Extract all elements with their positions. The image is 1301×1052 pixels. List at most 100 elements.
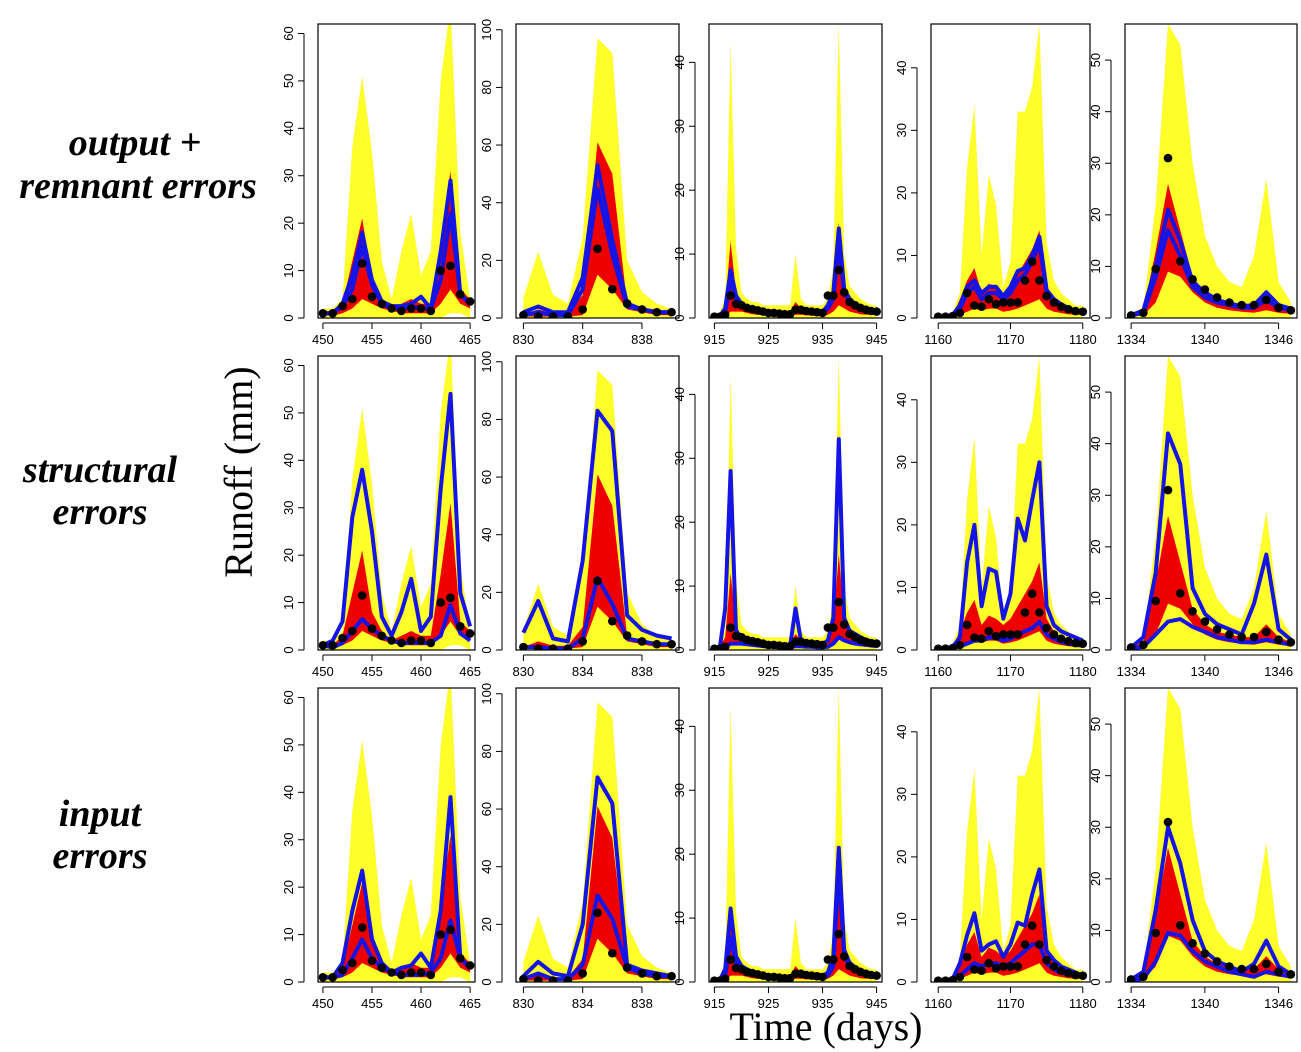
panel-frame-r1c3 <box>708 23 883 319</box>
plot-area-r1c5 <box>1126 24 1296 318</box>
observed-point-r2c5-11 <box>1249 632 1259 642</box>
plot-area-r3c4 <box>933 688 1088 982</box>
x-tick-label-r3c3-925: 925 <box>758 996 780 1011</box>
panel-frame-r3c5 <box>1124 687 1298 983</box>
panel-r3c2: 0 20 40 60 80 100 830 834 838 <box>479 683 680 1011</box>
plot-area-r2c4 <box>933 356 1088 650</box>
row-label-3: input errors <box>52 793 147 877</box>
x-tick-label-r1c4-1180: 1180 <box>1069 332 1097 347</box>
y-tick-label-r1c1-30: 30 <box>281 168 296 182</box>
y-tick-label-r1c1-0: 0 <box>281 314 296 321</box>
x-tick-label-r3c4-1160: 1160 <box>924 996 952 1011</box>
x-tick-label-r3c3-915: 915 <box>704 996 726 1011</box>
observed-point-r3c1-11 <box>416 968 426 977</box>
row-label-3-line-2: errors <box>52 835 147 877</box>
y-tick-label-r1c5-20: 20 <box>1088 208 1103 222</box>
observed-point-r2c5-10 <box>1237 632 1246 642</box>
observed-point-r3c4-12 <box>1013 962 1022 971</box>
inner-uncertainty-band-r1c2 <box>523 142 672 317</box>
panel-r3c5: 0 10 20 30 40 50 1334 1340 1346 <box>1088 687 1298 1011</box>
outer-uncertainty-band-r2c3 <box>714 356 877 650</box>
observed-point-r1c1-10 <box>406 304 416 313</box>
observed-point-r3c5-3 <box>1151 928 1160 938</box>
y-axis-r1c5: 0 10 20 30 40 50 <box>1088 53 1112 322</box>
outer-uncertainty-band-r1c3 <box>714 24 877 318</box>
x-tick-label-r2c3-915: 915 <box>704 664 726 679</box>
observed-point-r3c1-7 <box>377 963 387 973</box>
y-tick-label-r1c3-10: 10 <box>672 247 687 261</box>
inner-uncertainty-band-r1c1 <box>322 171 471 316</box>
x-axis-r2c2: 830 834 838 <box>513 654 653 679</box>
observed-point-r1c5-9 <box>1225 298 1234 307</box>
outer-uncertainty-band-r2c4 <box>938 356 1083 650</box>
observed-point-r1c5-5 <box>1176 257 1185 266</box>
panel-frame-r1c1 <box>317 23 476 319</box>
y-tick-label-r1c2-40: 40 <box>479 195 494 209</box>
observed-point-r3c1-8 <box>387 968 396 977</box>
observed-point-r3c4-4 <box>955 972 965 982</box>
y-tick-label-r1c5-30: 30 <box>1088 156 1103 170</box>
y-tick-label-r2c1-0: 0 <box>281 646 296 653</box>
y-tick-label-r2c1-50: 50 <box>281 406 296 420</box>
observed-point-r3c2-2 <box>533 976 543 982</box>
observed-point-r1c5-1 <box>1126 311 1136 318</box>
observed-point-r3c3-24 <box>834 929 844 939</box>
lower-bound-line-r3c2 <box>522 893 672 982</box>
panel-r2c2: 0 20 40 60 80 100 830 834 838 <box>479 351 680 679</box>
observed-point-r1c4-14 <box>1027 257 1037 267</box>
panel-frame-r1c4 <box>930 23 1091 319</box>
y-tick-label-r2c5-20: 20 <box>1088 540 1103 554</box>
observed-point-r2c4-13 <box>1020 608 1030 617</box>
inner-uncertainty-band-r3c5 <box>1131 847 1291 981</box>
y-tick-label-r2c5-0: 0 <box>1088 646 1103 653</box>
observed-point-r1c4-16 <box>1042 291 1051 301</box>
panel-r3c3: 0 10 20 30 40 915 925 935 945 <box>672 687 887 1011</box>
y-tick-label-r3c2-60: 60 <box>479 802 494 816</box>
x-tick-label-r2c3-945: 945 <box>866 664 888 679</box>
observed-point-r1c1-2 <box>328 309 338 318</box>
y-tick-label-r2c3-20: 20 <box>672 515 687 529</box>
x-tick-label-r2c5-1334: 1334 <box>1117 664 1146 679</box>
observed-point-r3c4-6 <box>970 965 979 974</box>
observed-point-r1c5-4 <box>1163 153 1173 163</box>
observed-point-r1c5-2 <box>1139 308 1148 318</box>
observed-point-r3c4-9 <box>991 963 1001 973</box>
observed-point-r2c4-16 <box>1042 623 1051 633</box>
y-axis-r3c3: 0 10 20 30 40 <box>672 719 696 986</box>
observed-point-r3c4-16 <box>1042 955 1051 965</box>
observed-point-r2c2-8 <box>622 631 632 640</box>
y-tick-label-r2c3-40: 40 <box>672 387 687 401</box>
observed-point-r1c3-25 <box>839 288 849 297</box>
observed-point-r2c4-1 <box>933 644 943 650</box>
observed-point-r3c2-11 <box>667 971 676 981</box>
observed-point-r2c4-7 <box>977 634 986 643</box>
observed-point-r3c2-1 <box>519 974 528 982</box>
panel-frame-r3c1 <box>317 687 476 983</box>
x-tick-label-r3c5-1346: 1346 <box>1264 996 1293 1011</box>
observed-point-r1c2-4 <box>563 312 573 318</box>
observed-point-r2c3-25 <box>839 620 849 629</box>
observed-point-r3c1-6 <box>367 956 377 965</box>
x-tick-label-r1c3-925: 925 <box>758 332 780 347</box>
observed-point-r3c4-18 <box>1056 966 1066 975</box>
observed-point-r1c5-14 <box>1286 306 1296 315</box>
y-tick-label-r2c5-50: 50 <box>1088 385 1103 399</box>
observed-point-r2c3-31 <box>872 639 881 648</box>
y-tick-label-r1c1-50: 50 <box>281 74 296 88</box>
observed-point-r3c1-13 <box>436 930 446 939</box>
y-tick-label-r3c4-30: 30 <box>894 787 909 801</box>
y-tick-label-r2c1-10: 10 <box>281 595 296 609</box>
x-axis-r1c2: 830 834 838 <box>513 322 653 347</box>
observed-point-r2c3-3 <box>720 642 730 650</box>
x-tick-label-r3c2-838: 838 <box>631 996 653 1011</box>
observed-point-r1c1-11 <box>416 304 426 313</box>
y-tick-label-r2c2-0: 0 <box>479 646 494 653</box>
observed-point-r3c5-1 <box>1126 975 1136 982</box>
y-tick-label-r2c2-40: 40 <box>479 527 494 541</box>
observed-point-r3c1-5 <box>357 923 367 932</box>
x-tick-label-r2c4-1170: 1170 <box>997 664 1025 679</box>
x-tick-label-r2c1-465: 465 <box>459 664 481 679</box>
x-tick-label-r2c2-834: 834 <box>572 664 594 679</box>
observed-point-r2c2-5 <box>578 637 587 646</box>
y-tick-label-r1c2-100: 100 <box>479 19 494 41</box>
